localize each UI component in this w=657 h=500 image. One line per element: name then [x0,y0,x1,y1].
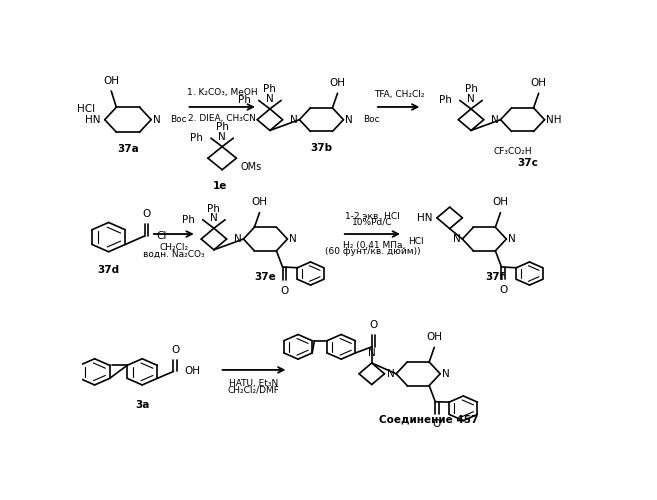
Text: CF₃CO₂H: CF₃CO₂H [493,147,532,156]
Text: N: N [152,114,160,124]
Text: CH₂Cl₂/DMF: CH₂Cl₂/DMF [228,386,280,394]
Text: O: O [499,284,507,294]
Text: N: N [218,132,226,141]
Text: 1. K₂CO₃, MeOH: 1. K₂CO₃, MeOH [187,88,258,96]
Text: HCl: HCl [408,237,424,246]
Text: O: O [433,420,441,430]
Text: Ph: Ph [208,204,220,214]
Text: N: N [234,234,242,244]
Text: Ph: Ph [190,133,203,143]
Text: HCl: HCl [78,104,95,114]
Text: 1e: 1e [212,182,227,192]
Text: 37e: 37e [254,272,277,282]
Text: N: N [210,213,217,223]
Text: Ph: Ph [263,84,277,94]
Text: CH₂Cl₂: CH₂Cl₂ [159,243,189,252]
Text: N: N [442,369,449,379]
Text: OMs: OMs [240,162,261,172]
Text: OH: OH [330,78,346,88]
Text: N: N [368,348,376,358]
Text: O: O [369,320,377,330]
Text: HATU, Et₃N: HATU, Et₃N [229,379,279,388]
Text: N: N [453,234,461,244]
Text: 2. DIEA, CH₃CN: 2. DIEA, CH₃CN [188,114,256,123]
Text: Cl: Cl [156,231,166,241]
Text: N: N [266,94,274,104]
Text: водн. Na₂CO₃: водн. Na₂CO₃ [143,250,204,258]
Text: (60 фунт/кв. дюйм)): (60 фунт/кв. дюйм)) [325,246,420,256]
Text: OH: OH [531,78,547,88]
Text: 37d: 37d [97,265,120,275]
Text: 37b: 37b [310,143,332,153]
Text: OH: OH [103,76,120,86]
Text: 37f: 37f [485,272,504,282]
Text: N: N [345,114,353,124]
Text: Соединение 457: Соединение 457 [378,414,478,424]
Text: 3a: 3a [135,400,149,409]
Text: O: O [171,345,179,355]
Text: O: O [280,286,288,296]
Text: OH: OH [185,366,200,376]
Text: N: N [467,94,475,104]
Text: OH: OH [426,332,442,342]
Text: Boc: Boc [171,115,187,124]
Text: OH: OH [252,197,267,207]
Text: Ph: Ph [464,84,478,94]
Text: Ph: Ph [439,96,451,106]
Text: HN: HN [417,213,433,223]
Text: OH: OH [493,197,509,207]
Text: N: N [290,114,298,124]
Text: Ph: Ph [238,96,250,106]
Text: H₂ (0,41 МПа: H₂ (0,41 МПа [342,241,402,250]
Text: 1-2 экв. HCl: 1-2 экв. HCl [345,212,399,221]
Text: N: N [387,369,395,379]
Text: Ph: Ph [182,215,194,225]
Text: HN: HN [85,114,101,124]
Text: 37a: 37a [117,144,139,154]
Text: NH: NH [546,114,562,124]
Text: 10%Pd/C: 10%Pd/C [352,218,393,226]
Text: Boc: Boc [363,115,379,124]
Text: N: N [491,114,499,124]
Text: Ph: Ph [215,122,229,132]
Text: N: N [508,234,516,244]
Text: O: O [142,208,150,218]
Text: N: N [289,234,297,244]
Text: TFA, CH₂Cl₂: TFA, CH₂Cl₂ [374,90,424,98]
Text: 37c: 37c [517,158,538,168]
